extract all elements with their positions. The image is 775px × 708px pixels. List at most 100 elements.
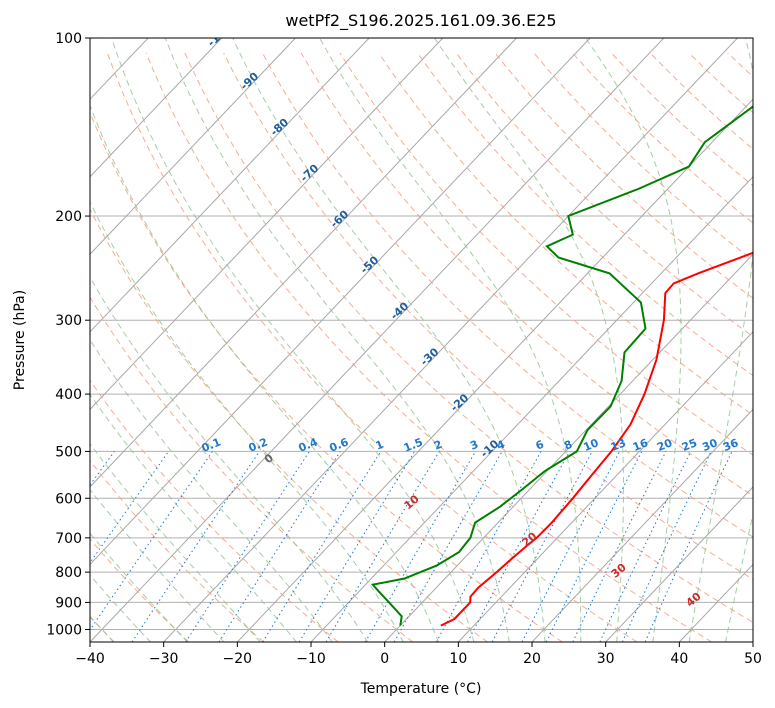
plot-frame [89, 37, 754, 643]
moist-adiabat-label: 30 [609, 561, 629, 581]
x-tick-label: 50 [744, 651, 762, 667]
profile-series [370, 105, 753, 627]
dry-adiabat [223, 52, 753, 580]
mixing-ratio-line [90, 451, 214, 631]
y-tick-label: 300 [55, 313, 82, 329]
dry-adiabat [90, 111, 563, 642]
dry-adiabat [611, 52, 753, 187]
x-tick-label: −30 [149, 651, 179, 667]
mixing-ratio-label: 16 [631, 436, 650, 454]
dry-adiabat-label: -90 [238, 70, 262, 93]
moist-adiabat [762, 38, 775, 643]
isotherm-gridline [531, 408, 753, 642]
dry-adiabat-label: -40 [388, 299, 412, 322]
chart-title: wetPf2_S196.2025.161.09.36.E25 [285, 11, 556, 31]
isotherm-gridline [0, 38, 1, 642]
mixing-ratio-line [131, 451, 260, 642]
moist-adiabat [319, 38, 582, 642]
isotherm-gridline [90, 38, 591, 566]
isotherm-gridline [90, 38, 296, 256]
moist-adiabat [433, 38, 624, 642]
grid-lines [0, 38, 753, 642]
x-tick-label: 0 [380, 651, 389, 667]
x-axis-label: Temperature (°C) [360, 681, 482, 697]
dry-adiabat-label: -60 [328, 207, 352, 230]
y-tick-label: 500 [55, 444, 82, 460]
mixing-ratio-label: 1 [374, 438, 386, 453]
isotherm-gridline [605, 486, 753, 642]
y-tick-label: 1000 [46, 622, 82, 638]
mixing-ratio-label: 20 [655, 436, 674, 454]
moist-adiabat [90, 338, 333, 642]
moist-adiabat [232, 38, 546, 642]
dry-adiabat [145, 52, 712, 642]
y-tick-label: 800 [55, 565, 82, 581]
mixing-ratio-line [599, 451, 692, 642]
mixing-ratio-label: 1.5 [402, 435, 425, 454]
isotherm-gridline [752, 641, 753, 642]
moist-adiabat [688, 38, 753, 642]
moist-adiabat-label: 20 [520, 529, 540, 549]
y-tick-label: 400 [55, 387, 82, 403]
mixing-ratio-label: 13 [609, 436, 628, 454]
line-labels: 0.1 0.2 0.4 0.6 1 1.5 2 3 4 6 8 10 13 16 20 25 30 36-100-… [200, 21, 741, 610]
y-axis-label: Pressure (hPa) [12, 290, 28, 390]
mixing-ratio-line [298, 451, 416, 642]
isotherm-gridline [163, 38, 738, 642]
mixing-ratio-label: 3 [468, 438, 480, 453]
mixing-ratio-line [185, 451, 310, 642]
dewpoint-line [370, 105, 753, 626]
dry-adiabat [339, 52, 753, 456]
moist-adiabat [90, 532, 188, 642]
dry-adiabat-label: -30 [418, 345, 442, 368]
y-ticks: 100 200 300 400 500 600 700 800 900 1000 [46, 31, 90, 638]
mixing-ratio-line [572, 451, 667, 642]
dry-adiabat [106, 52, 638, 642]
moist-adiabat [90, 276, 369, 642]
dry-adiabat-label: -100 [205, 21, 234, 49]
dry-adiabat-label: -20 [448, 391, 472, 414]
mixing-ratio-line [218, 451, 341, 642]
y-tick-label: 700 [55, 531, 82, 547]
mixing-ratio-line [621, 451, 712, 642]
x-tick-label: −10 [296, 651, 326, 667]
isotherm-gridline [90, 38, 370, 333]
moist-adiabat [90, 201, 404, 642]
y-tick-label: 900 [55, 595, 82, 611]
mixing-ratio-label: 2 [432, 438, 444, 453]
dry-adiabat [533, 52, 753, 262]
isotherm-gridline [90, 38, 517, 488]
moist-adiabat [585, 38, 682, 642]
dry-adiabat [184, 52, 753, 624]
isotherm-gridline [90, 38, 665, 642]
dry-adiabat [90, 296, 414, 642]
mixing-ratio-label: 10 [581, 436, 600, 454]
dry-adiabat [727, 52, 753, 78]
moist-adiabat [90, 393, 297, 642]
x-tick-label: 20 [523, 651, 541, 667]
moist-adiabat [90, 443, 261, 642]
isotherm-gridline [457, 331, 753, 642]
dry-adiabat-label: -70 [298, 162, 322, 185]
mixing-ratio-label: 8 [562, 438, 574, 453]
mixing-ratio-label: 30 [700, 436, 719, 454]
moist-adiabat [725, 512, 753, 642]
plot-area: 0.1 0.2 0.4 0.6 1 1.5 2 3 4 6 8 10 13 16 20 25 30 36-100-… [0, 21, 775, 643]
mixing-ratio-label: 6 [534, 438, 546, 453]
y-tick-label: 600 [55, 491, 82, 507]
isotherm-gridline [90, 38, 223, 178]
mixing-ratio-label: 0.4 [297, 435, 320, 454]
x-ticks: −40 −30 −20 −10 0 10 20 30 40 50 [75, 642, 762, 667]
dry-adiabat [90, 379, 339, 642]
dry-adiabat [300, 52, 753, 497]
temperature-line [440, 251, 753, 627]
dry-adiabat [767, 53, 775, 642]
mixing-ratio-line [325, 451, 440, 642]
y-tick-label: 100 [55, 31, 82, 47]
mixing-ratio-line [644, 451, 733, 642]
x-tick-label: 40 [670, 651, 688, 667]
dry-adiabat [90, 538, 190, 642]
y-tick-label: 200 [55, 209, 82, 225]
mixing-ratio-line [467, 451, 571, 642]
